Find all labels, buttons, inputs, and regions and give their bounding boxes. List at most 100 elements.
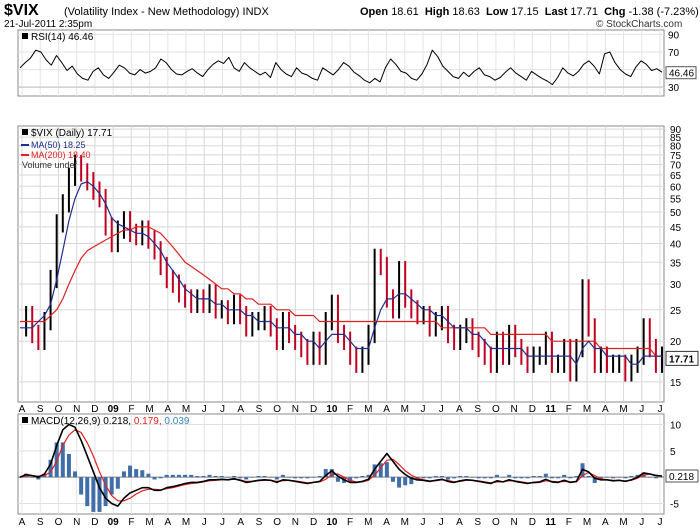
macd-histogram-bar: [109, 477, 114, 495]
price-y-tick-label: 15: [670, 378, 682, 389]
macd-histogram-bar: [549, 477, 554, 479]
macd-histogram-bar: [513, 477, 518, 479]
macd-x-tick-label: F: [128, 517, 134, 528]
price-x-tick-label: M: [182, 404, 190, 415]
price-x-tick-label: A: [164, 404, 171, 415]
high-value: 18.63: [452, 6, 480, 18]
price-y-tick-label: 55: [670, 195, 682, 206]
high-label: High: [424, 6, 450, 18]
macd-x-tick-label: J: [439, 517, 444, 528]
macd-x-tick-label: M: [401, 517, 409, 528]
macd-histogram-bar: [24, 473, 29, 478]
macd-value-text: MACD(12,26,9) 0.218,: [31, 416, 134, 427]
price-x-tick-label: M: [364, 404, 372, 415]
macd-panel-frame: [17, 413, 665, 515]
macd-histogram-bar: [653, 477, 658, 479]
macd-histogram-bar: [85, 477, 90, 507]
price-x-tick-label: F: [128, 404, 134, 415]
price-x-tick-label: F: [566, 404, 572, 415]
price-y-tick-label: 75: [670, 151, 682, 162]
signal-value-text: 0.179,: [134, 416, 165, 427]
macd-histogram-bar: [274, 477, 279, 480]
macd-x-tick-label: 11: [545, 517, 556, 528]
macd-y-tick-label: 5: [670, 447, 676, 458]
price-x-tick-label: S: [474, 404, 481, 415]
macd-x-tick-label: A: [164, 517, 171, 528]
macd-histogram-bar: [464, 476, 469, 478]
exchange-text: INDX: [242, 6, 269, 18]
price-x-tick-label: A: [602, 404, 609, 415]
ma50-line: [20, 181, 662, 365]
macd-histogram-bar: [299, 477, 304, 479]
watermark: © StockCharts.com: [596, 19, 683, 30]
quote-summary: Open 18.61 High 18.63 Low 17.15 Last 17.…: [360, 6, 700, 18]
price-y-tick-label: 65: [670, 171, 682, 182]
macd-histogram-bar: [611, 477, 616, 479]
macd-histogram-bar: [519, 477, 524, 479]
ma200-line: [20, 226, 662, 357]
macd-histogram-bar: [433, 476, 438, 478]
rsi-legend-swatch: [22, 33, 28, 39]
price-x-tick-label: N: [73, 404, 80, 415]
macd-histogram-bar: [232, 476, 236, 478]
price-x-tick-label: J: [421, 404, 426, 415]
macd-histogram-bar: [60, 442, 65, 478]
price-x-tick-label: O: [55, 404, 63, 415]
price-x-tick-label: 10: [326, 404, 338, 415]
macd-x-tick-label: M: [145, 517, 153, 528]
macd-x-tick-label: 10: [326, 517, 338, 528]
date-stamp: 21-Jul-2011 2:35pm: [4, 19, 93, 30]
chg-value: -1.38 (-7.23%): [628, 6, 699, 18]
price-x-tick-label: D: [91, 404, 98, 415]
price-x-tick-label: 09: [108, 404, 120, 415]
macd-histogram-bar: [305, 477, 310, 479]
macd-histogram-bar: [48, 459, 53, 478]
macd-histogram-bar: [73, 471, 78, 478]
macd-histogram-bar: [244, 477, 249, 480]
price-panel-frame: [17, 125, 665, 403]
macd-histogram-bar: [494, 474, 499, 478]
price-title: $VIX (Daily) 17.71: [31, 128, 113, 139]
macd-x-tick-label: M: [583, 517, 591, 528]
macd-x-tick-label: F: [566, 517, 572, 528]
macd-histogram-bar: [537, 476, 542, 478]
macd-histogram-bar: [329, 469, 334, 478]
price-x-tick-label: 11: [545, 404, 556, 415]
macd-x-tick-label: D: [91, 517, 98, 528]
price-x-tick-label: J: [439, 404, 444, 415]
macd-signal-line: [19, 429, 663, 502]
macd-histogram-bar: [219, 476, 224, 478]
price-y-tick-label: 35: [670, 258, 682, 269]
rsi-last-value: 46.46: [669, 69, 694, 80]
last-value: 17.71: [570, 6, 598, 18]
macd-x-tick-label: J: [202, 517, 207, 528]
price-x-tick-label: D: [310, 404, 317, 415]
macd-histogram-bar: [604, 477, 609, 478]
price-x-tick-label: A: [237, 404, 244, 415]
macd-histogram-bar: [317, 476, 322, 478]
macd-histogram-bar: [79, 477, 84, 495]
macd-histogram-bar: [97, 477, 102, 512]
macd-histogram-bar: [268, 477, 273, 478]
macd-histogram-bar: [470, 477, 475, 478]
rsi-panel-frame: [17, 29, 665, 97]
macd-histogram-bar: [30, 477, 35, 478]
macd-x-tick-label: M: [182, 517, 190, 528]
macd-histogram-bar: [170, 474, 175, 478]
macd-histogram-bar: [348, 477, 353, 482]
macd-histogram-bar: [592, 477, 597, 483]
macd-histogram-bar: [384, 462, 389, 478]
macd-x-tick-label: S: [256, 517, 263, 528]
macd-x-tick-label: J: [639, 517, 644, 528]
macd-histogram-bar: [390, 477, 395, 482]
macd-x-tick-label: A: [456, 517, 463, 528]
price-x-tick-label: S: [256, 404, 263, 415]
price-x-tick-label: M: [401, 404, 409, 415]
macd-histogram-bar: [366, 474, 371, 478]
open-label: Open: [360, 6, 389, 18]
price-y-tick-label: 85: [670, 133, 682, 144]
price-x-tick-label: S: [37, 404, 44, 415]
macd-histogram-bar: [543, 473, 548, 478]
ma50-legend: MA(50) 18.25: [31, 140, 86, 150]
price-y-tick-label: 30: [670, 280, 682, 291]
